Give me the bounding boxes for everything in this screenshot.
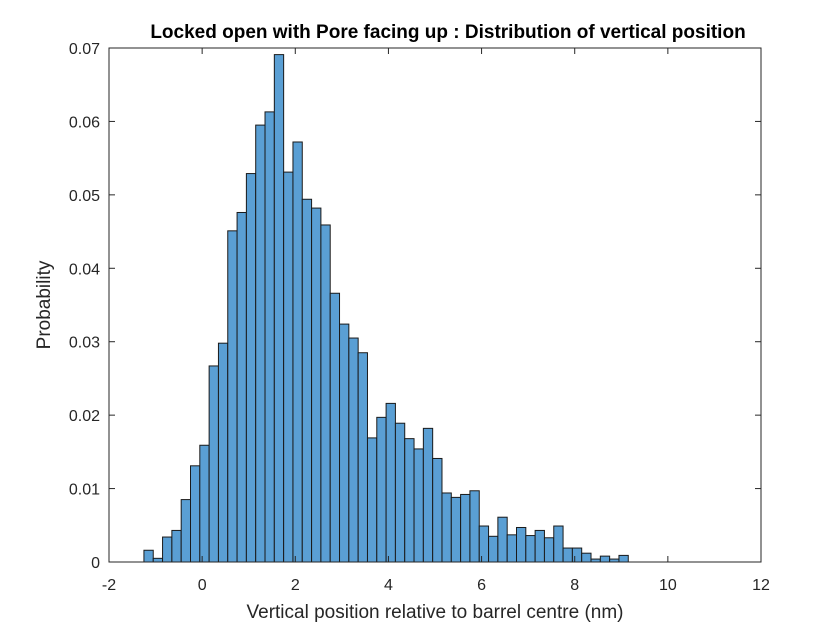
- histogram-bar: [339, 323, 350, 563]
- histogram-bar: [618, 554, 629, 563]
- histogram-bar: [357, 352, 368, 563]
- histogram-bar: [413, 448, 424, 563]
- histogram-bar: [273, 54, 285, 563]
- x-tick-label: 2: [291, 577, 300, 594]
- histogram-bar: [385, 402, 396, 563]
- histogram-bar: [581, 552, 592, 563]
- x-tick-label: 10: [659, 577, 677, 594]
- histogram-bar: [497, 516, 508, 563]
- x-tick-label: -2: [102, 577, 116, 594]
- y-tick-label: 0.03: [69, 335, 100, 352]
- histogram-bar: [488, 535, 499, 563]
- x-tick-label: 12: [752, 577, 770, 594]
- histogram-bar: [162, 536, 173, 563]
- histogram-bar: [180, 499, 191, 563]
- y-tick-label: 0.04: [69, 261, 100, 278]
- histogram-bar: [394, 422, 406, 563]
- histogram-bar: [543, 537, 555, 563]
- histogram-bar: [525, 535, 536, 563]
- histogram-bar: [190, 465, 201, 563]
- y-tick-label: 0.01: [69, 482, 100, 499]
- histogram-bar: [171, 529, 182, 563]
- histogram-bar: [208, 365, 219, 563]
- histogram-bar: [255, 124, 266, 563]
- histogram-bars: [143, 54, 629, 563]
- histogram-bar: [599, 555, 611, 563]
- histogram-bar: [292, 141, 303, 563]
- histogram-bar: [366, 437, 378, 563]
- y-tick-label: 0: [91, 555, 100, 572]
- histogram-bar: [553, 525, 564, 563]
- histogram-bar: [311, 207, 322, 563]
- histogram-bar: [152, 557, 164, 563]
- histogram-bar: [404, 438, 415, 563]
- histogram-bar: [236, 211, 247, 563]
- histogram-bar: [469, 490, 480, 563]
- histogram-bar: [516, 526, 527, 563]
- histogram-bar: [534, 529, 545, 563]
- x-tick-label: 8: [570, 577, 579, 594]
- histogram-bar: [227, 230, 238, 563]
- y-tick-label: 0.05: [69, 188, 100, 205]
- histogram-bar: [283, 171, 294, 563]
- chart-title: Locked open with Pore facing up : Distri…: [150, 22, 745, 43]
- histogram-bar: [217, 342, 229, 563]
- histogram-bar: [441, 492, 452, 563]
- histogram-bar: [264, 111, 275, 563]
- histogram-bar: [506, 534, 517, 563]
- histogram-bar: [460, 493, 471, 563]
- histogram-bar: [422, 427, 434, 563]
- histogram-bar: [478, 525, 490, 563]
- y-tick-label: 0.07: [69, 41, 100, 58]
- y-tick-label: 0.02: [69, 408, 100, 425]
- y-tick-label: 0.06: [69, 114, 100, 131]
- histogram-bar: [301, 198, 313, 563]
- y-axis-label: Probability: [34, 260, 55, 349]
- histogram-bar: [320, 224, 331, 563]
- histogram-bar: [376, 416, 387, 563]
- histogram-bar: [450, 496, 462, 563]
- x-tick-label: 4: [384, 577, 393, 594]
- histogram-bar: [143, 549, 154, 563]
- histogram-bar: [571, 547, 583, 563]
- histogram-bar: [329, 292, 341, 563]
- x-axis-label: Vertical position relative to barrel cen…: [247, 602, 624, 623]
- x-tick-label: 6: [477, 577, 486, 594]
- x-axis: -2 0 2 4 6 8 10 12: [102, 48, 770, 594]
- histogram-bar: [348, 337, 359, 563]
- axes-box: [108, 47, 762, 563]
- histogram-bar: [432, 457, 443, 563]
- histogram-bar: [245, 173, 257, 563]
- histogram-bar: [562, 547, 573, 563]
- y-axis: 0 0.01 0.02 0.03 0.04 0.05 0.06 0.07: [69, 41, 761, 572]
- histogram-bar: [199, 444, 210, 563]
- x-tick-label: 0: [198, 577, 207, 594]
